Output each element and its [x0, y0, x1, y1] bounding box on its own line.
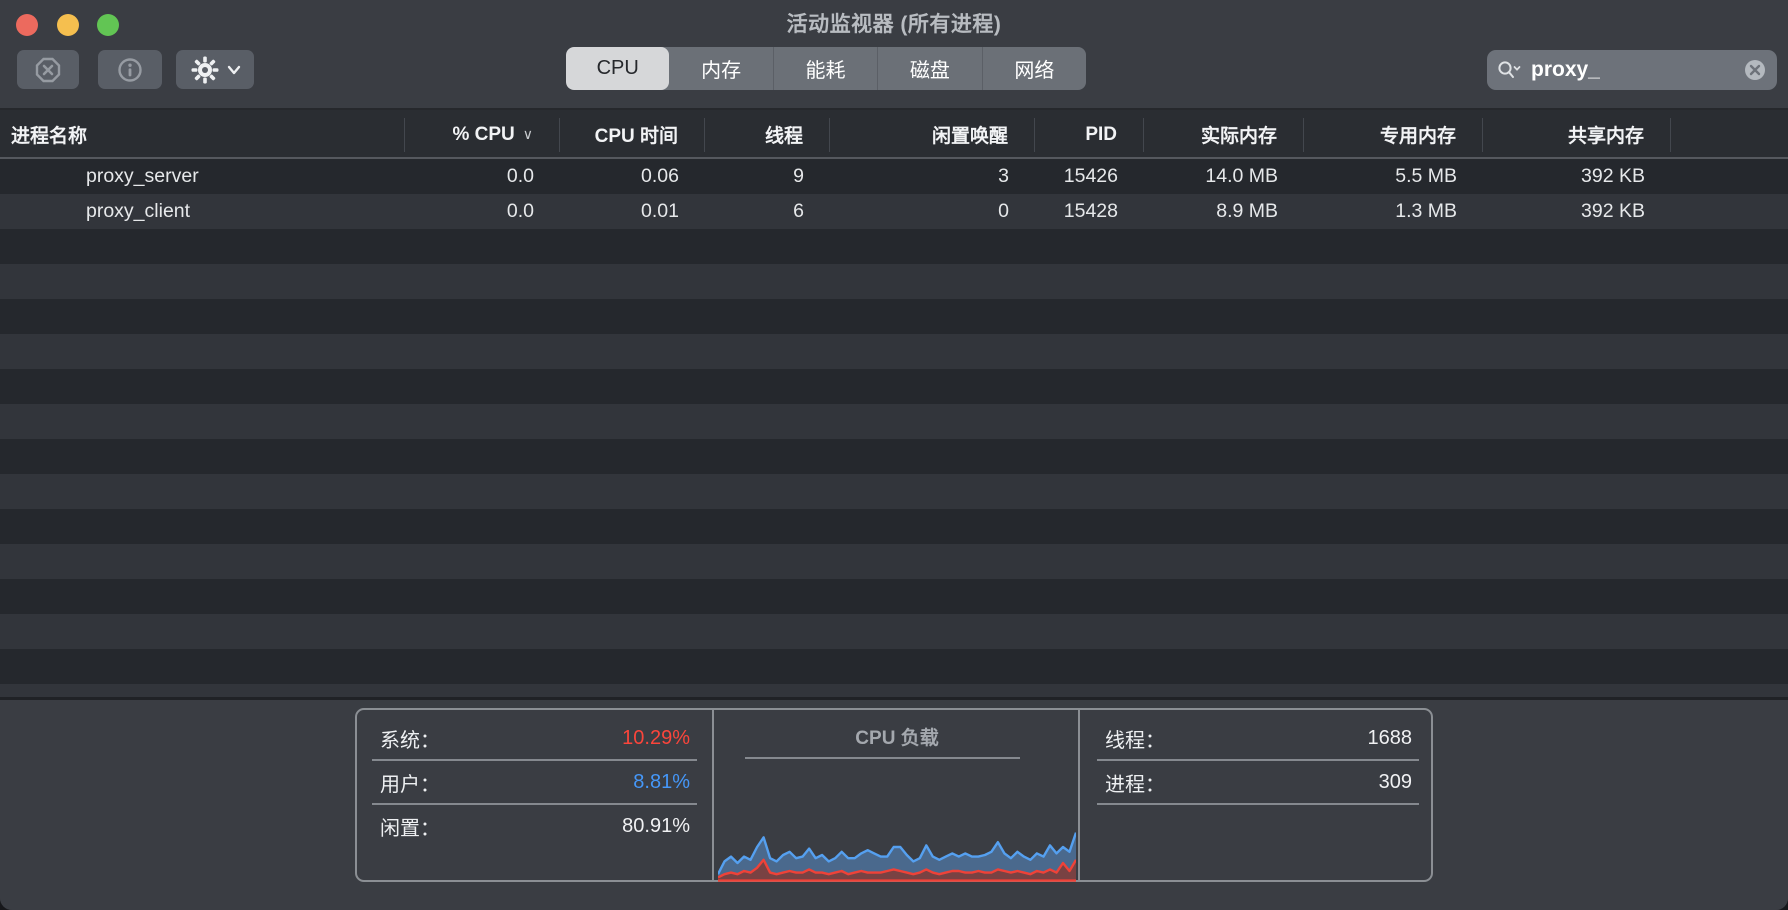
table-row[interactable]: proxy_client 0.0 0.01 6 0 15428 8.9 MB 1.3 MB 39… [0, 194, 1788, 229]
header-divider [0, 157, 1788, 159]
table-stripe [0, 439, 1788, 474]
table-cell: 15426 [1063, 165, 1118, 187]
cpu-stats-box: 系统： 10.29% 用户： 8.81% 闲置： 80.91% CPU 负载 线程： 168… [355, 708, 1433, 882]
table-cell: 5.5 MB [1395, 165, 1457, 187]
quit-process-button[interactable] [17, 50, 79, 89]
tab-能耗[interactable]: 能耗 [774, 47, 879, 90]
table-stripe [0, 474, 1788, 509]
stat-row: 线程： 1688 [1097, 717, 1419, 761]
process-name-cell: proxy_server [86, 165, 199, 187]
info-icon [118, 57, 142, 82]
chart-title-underline [745, 757, 1020, 759]
stat-label: 闲置： [380, 817, 440, 840]
stat-label: 系统： [380, 729, 440, 752]
table-stripe [0, 229, 1788, 264]
stat-value: 8.81% [633, 770, 690, 793]
table-stripe [0, 614, 1788, 649]
table-cell: 14.0 MB [1205, 165, 1278, 187]
clear-search-icon[interactable] [1743, 58, 1767, 82]
table-stripe [0, 334, 1788, 369]
table-cell: 0.06 [641, 165, 679, 187]
stats-divider-left [712, 710, 714, 880]
search-input[interactable] [1529, 57, 1743, 83]
thread-process-stats: 线程： 1688 进程： 309 [1097, 717, 1419, 805]
process-table: proxy_server 0.0 0.06 9 3 15426 14.0 MB 5.5 MB 3… [0, 159, 1788, 697]
table-stripe [0, 299, 1788, 334]
column-header[interactable]: 专用内存 [1304, 117, 1483, 152]
table-cell: 0.0 [506, 165, 534, 187]
column-header[interactable]: 闲置唤醒 [830, 117, 1035, 152]
table-stripe [0, 404, 1788, 439]
stat-value: 10.29% [622, 726, 690, 749]
stat-row: 系统： 10.29% [372, 717, 697, 761]
table-cell: 6 [793, 200, 804, 222]
table-stripe [0, 369, 1788, 404]
table-cell: 9 [793, 165, 804, 187]
stat-value: 1688 [1367, 726, 1413, 749]
tab-磁盘[interactable]: 磁盘 [878, 47, 983, 90]
table-cell: 3 [998, 165, 1009, 187]
stat-value: 309 [1378, 770, 1412, 793]
column-header[interactable]: CPU 时间 [560, 117, 705, 152]
column-header-filler [1671, 118, 1788, 152]
cpu-load-chart [718, 832, 1076, 882]
tab-cpu[interactable]: CPU [566, 47, 670, 90]
column-header[interactable]: 共享内存 [1483, 117, 1671, 152]
column-header[interactable]: 实际内存 [1144, 117, 1304, 152]
window-title: 活动监视器 (所有进程) [786, 13, 1002, 36]
stop-octagon-x-icon [35, 57, 61, 82]
table-header: 进程名称% CPU ∨ CPU 时间 线程 闲置唤醒 PID 实际内存 专用内存 共享内存 [0, 108, 1788, 159]
titlebar: 活动监视器 (所有进程) [0, 0, 1788, 44]
close-window-button[interactable] [16, 14, 38, 36]
stat-label: 进程： [1105, 773, 1165, 796]
column-header[interactable]: PID [1035, 117, 1144, 152]
pane-splitter[interactable] [0, 697, 1788, 700]
search-icon[interactable] [1497, 60, 1521, 80]
table-cell: 1.3 MB [1395, 200, 1457, 222]
table-stripe [0, 579, 1788, 614]
stat-value: 80.91% [622, 814, 690, 837]
zoom-window-button[interactable] [97, 14, 119, 36]
column-header[interactable]: 线程 [705, 117, 830, 152]
table-cell: 0.0 [506, 200, 534, 222]
table-stripe [0, 684, 1788, 697]
tab-内存[interactable]: 内存 [669, 47, 774, 90]
stat-row: 用户： 8.81% [372, 761, 697, 805]
table-stripe [0, 649, 1788, 684]
gear-icon [191, 56, 218, 83]
column-header[interactable]: 进程名称 [0, 117, 405, 152]
table-stripe [0, 509, 1788, 544]
stat-row: 闲置： 80.91% [372, 805, 697, 847]
process-name-cell: proxy_client [86, 200, 191, 222]
table-cell: 15428 [1063, 200, 1118, 222]
footer-pane: 系统： 10.29% 用户： 8.81% 闲置： 80.91% CPU 负载 线程： 168… [0, 700, 1788, 910]
table-cell: 0.01 [641, 200, 679, 222]
table-stripe [0, 544, 1788, 579]
table-row[interactable]: proxy_server 0.0 0.06 9 3 15426 14.0 MB 5.5 MB 3… [0, 159, 1788, 194]
stat-label: 线程： [1105, 729, 1165, 752]
view-tabs: CPU 内存 能耗 磁盘 网络 [566, 47, 1086, 90]
table-stripe [0, 264, 1788, 299]
cpu-percent-stats: 系统： 10.29% 用户： 8.81% 闲置： 80.91% [372, 717, 697, 847]
cpu-load-chart-title: CPU 负载 [855, 728, 939, 749]
inspect-process-button[interactable] [98, 50, 162, 89]
table-cell: 8.9 MB [1216, 200, 1278, 222]
search-field[interactable] [1487, 50, 1777, 90]
stat-row: 进程： 309 [1097, 761, 1419, 805]
table-cell: 392 KB [1581, 165, 1645, 187]
settings-menu-button[interactable] [176, 50, 254, 89]
minimize-window-button[interactable] [57, 14, 79, 36]
stat-label: 用户： [380, 773, 440, 796]
table-cell: 0 [998, 200, 1009, 222]
chevron-down-icon [227, 65, 240, 74]
stats-divider-right [1078, 710, 1080, 880]
tab-网络[interactable]: 网络 [1014, 60, 1055, 82]
table-cell: 392 KB [1581, 200, 1645, 222]
column-header[interactable]: % CPU ∨ [405, 117, 560, 152]
sort-indicator-icon: ∨ [522, 126, 533, 142]
